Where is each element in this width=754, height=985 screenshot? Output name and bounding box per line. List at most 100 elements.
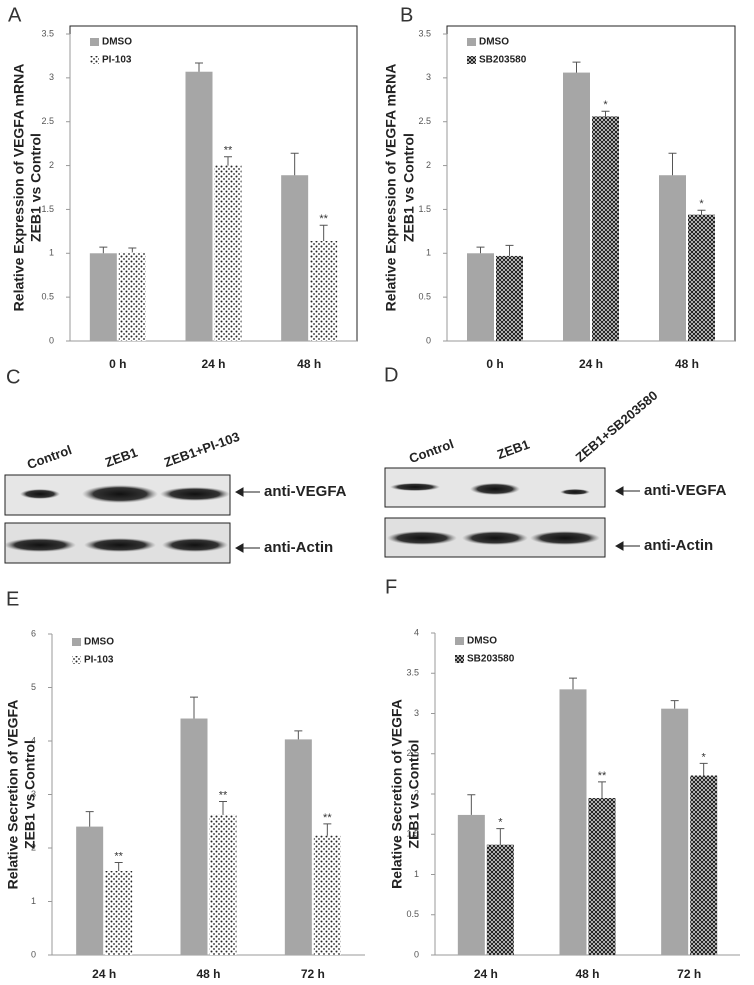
bar	[118, 252, 146, 341]
y-tick-label: 1	[426, 248, 431, 258]
significance: *	[702, 751, 707, 763]
bar	[284, 739, 312, 955]
bar	[457, 814, 485, 955]
bar	[563, 72, 590, 341]
y-tick-label: 3.5	[418, 28, 431, 38]
blot-row-label: anti-Actin	[264, 539, 333, 556]
significance: **	[224, 145, 233, 157]
panel-label: F	[385, 576, 397, 598]
blot-row-label: anti-Actin	[644, 537, 713, 554]
legend-swatch	[467, 56, 476, 64]
y-tick-label: 4	[31, 735, 36, 745]
legend-swatch	[90, 56, 99, 64]
legend-label: SB203580	[467, 654, 515, 665]
bar	[209, 814, 237, 955]
y-tick-label: 2	[414, 788, 419, 798]
error-bar	[128, 247, 137, 253]
error-bar	[323, 823, 332, 836]
bar	[105, 871, 133, 955]
y-axis-label: Relative Secretion of VEGFA	[389, 699, 405, 889]
lane-label: Control	[25, 442, 74, 472]
x-tick-label: 48 h	[575, 967, 599, 981]
error-bar	[668, 152, 677, 176]
error-bar	[496, 828, 505, 845]
panel-label: C	[6, 366, 20, 388]
bar	[688, 214, 715, 341]
x-tick-label: 48 h	[297, 357, 321, 371]
panel-label: A	[8, 4, 22, 26]
lane-label: Control	[407, 436, 456, 466]
error-bar	[290, 152, 299, 176]
error-bar	[598, 781, 606, 799]
bar	[180, 718, 208, 955]
error-bar	[467, 794, 476, 815]
significance: *	[699, 198, 704, 210]
y-tick-label: 3.5	[406, 668, 419, 678]
y-axis-label: ZEB1 vs Control	[406, 740, 422, 849]
blot-row-label: anti-VEGFA	[264, 483, 347, 500]
error-bar	[224, 156, 232, 166]
x-tick-label: 72 h	[301, 967, 325, 981]
error-bar	[85, 811, 94, 827]
legend-label: DMSO	[479, 37, 509, 48]
y-tick-label: 2	[31, 842, 36, 852]
bar	[588, 798, 616, 955]
y-axis-label: ZEB1 vs Control	[28, 133, 44, 242]
bar	[310, 241, 338, 341]
y-tick-label: 2	[49, 160, 54, 170]
blot-d	[384, 467, 640, 558]
bar	[313, 835, 341, 955]
y-tick-label: 4	[414, 627, 419, 637]
legend-swatch	[467, 38, 476, 46]
y-tick-label: 0	[31, 949, 36, 959]
legend-swatch	[455, 655, 464, 663]
panel-label: D	[384, 364, 398, 386]
panel-label: E	[6, 588, 19, 610]
x-tick-label: 48 h	[196, 967, 220, 981]
lane-label: ZEB1	[103, 445, 139, 470]
y-tick-label: 3	[426, 72, 431, 82]
y-tick-label: 2.5	[406, 748, 419, 758]
bar	[185, 71, 213, 342]
bar	[592, 116, 619, 341]
bar	[486, 844, 514, 955]
x-tick-label: 0 h	[486, 357, 503, 371]
legend-swatch	[90, 38, 99, 46]
y-tick-label: 0	[414, 949, 419, 959]
y-tick-label: 1	[414, 869, 419, 879]
blot-c	[4, 474, 260, 564]
legend-label: PI-103	[102, 55, 132, 66]
significance: **	[219, 789, 228, 801]
error-bar	[505, 244, 514, 256]
y-axis-label: Relative Expression of VEGFA mRNA	[383, 64, 399, 312]
y-tick-label: 1.5	[41, 204, 54, 214]
panel-label: B	[400, 4, 413, 26]
legend-label: SB203580	[479, 55, 527, 66]
error-bar	[601, 110, 610, 117]
y-tick-label: 0.5	[406, 909, 419, 919]
legend-label: DMSO	[467, 636, 497, 647]
y-tick-label: 0.5	[418, 292, 431, 302]
lane-label: ZEB1	[495, 437, 531, 462]
error-bar	[219, 800, 227, 815]
bar	[76, 826, 104, 955]
x-tick-label: 24 h	[92, 967, 116, 981]
error-bar	[294, 730, 303, 740]
bar	[659, 175, 686, 341]
x-tick-label: 72 h	[677, 967, 701, 981]
bar	[559, 689, 587, 955]
legend-swatch	[455, 637, 464, 645]
blot-row-label: anti-VEGFA	[644, 482, 727, 499]
error-bar	[99, 246, 108, 254]
y-tick-label: 0.5	[41, 292, 54, 302]
y-axis-label: Relative Expression of VEGFA mRNA	[11, 64, 27, 312]
x-tick-label: 0 h	[109, 357, 126, 371]
significance: **	[598, 770, 607, 782]
bar	[89, 253, 117, 341]
significance: *	[498, 817, 503, 829]
y-tick-label: 1.5	[418, 204, 431, 214]
x-tick-label: 24 h	[579, 357, 603, 371]
bar	[661, 708, 689, 955]
y-tick-label: 3	[31, 789, 36, 799]
